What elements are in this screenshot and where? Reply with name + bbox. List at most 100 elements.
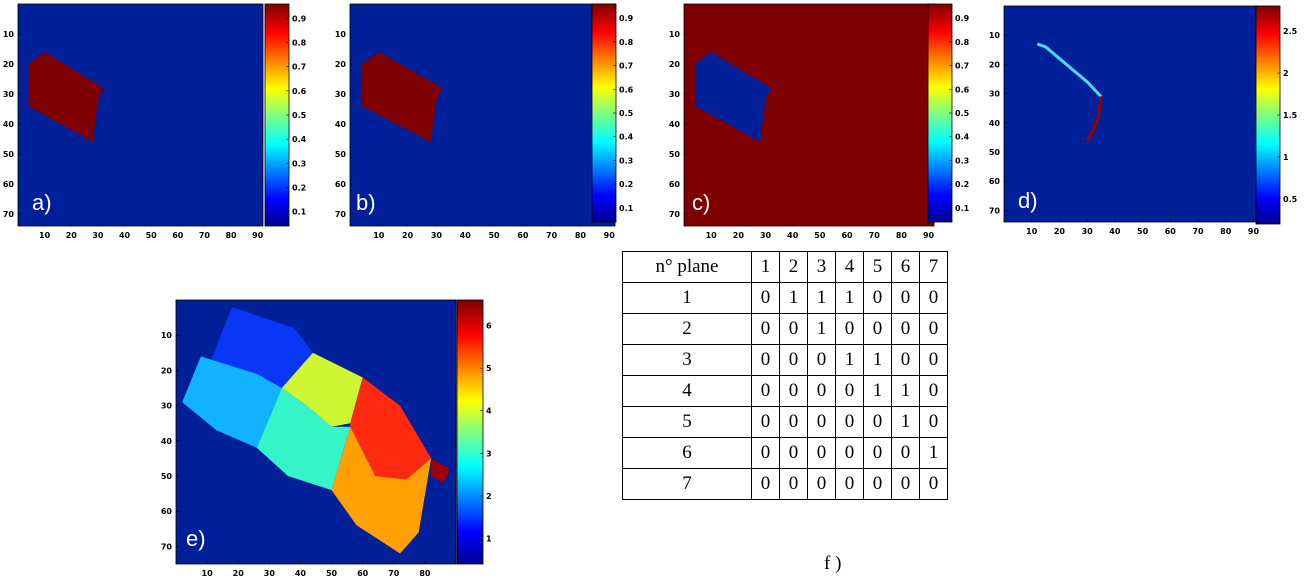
table-cell: 1 xyxy=(751,251,780,283)
table-cell: 0 xyxy=(779,437,808,469)
x-tick-label: 50 xyxy=(326,569,338,578)
plane-region-3 xyxy=(281,352,363,427)
row-label-cell: n° plane xyxy=(622,251,752,283)
y-tick-label: 50 xyxy=(989,148,1001,157)
colorbar-tick-label: 6 xyxy=(486,322,492,331)
colorbar xyxy=(591,3,617,223)
colorbar-tick-label: 0.1 xyxy=(292,208,307,217)
x-tick-label: 20 xyxy=(733,231,745,240)
colorbar-tick-label: 0.2 xyxy=(619,180,633,189)
table-cell: 0 xyxy=(779,344,808,376)
colorbar-tick-label: 0.1 xyxy=(955,204,970,213)
colorbar-tick-label: 0.3 xyxy=(619,156,633,165)
table-cell: 3 xyxy=(807,251,836,283)
panel-label-b: b) xyxy=(356,190,376,215)
x-tick-label: 90 xyxy=(923,231,935,240)
table-cell: 0 xyxy=(919,313,948,345)
adjacency-table-container: n° plane 1 2 3 4 5 6 7 1 0 1 1 1 0 0 0 2 0 0 1 0 0 0 0 3 0 0 0 1 1 0 0 4… xyxy=(622,251,948,500)
x-tick-label: 60 xyxy=(841,231,853,240)
plane-region-7 xyxy=(431,458,450,484)
table-cell: 0 xyxy=(779,375,808,407)
table-cell: 0 xyxy=(807,468,836,500)
y-tick-label: 70 xyxy=(161,542,173,551)
table-cell: 0 xyxy=(779,468,808,500)
table-cell: 0 xyxy=(919,375,948,407)
colorbar-tick-label: 0.8 xyxy=(619,38,634,47)
x-tick-label: 60 xyxy=(1165,227,1177,236)
x-tick-label: 10 xyxy=(706,231,718,240)
panel-d-figure: 10 20 30 40 50 60 70 10 20 30 40 50 60 70 80 90 2.5 2 1.5 1… xyxy=(989,5,1298,236)
segment-region-c xyxy=(694,52,771,142)
colorbar-tick-label: 0.1 xyxy=(619,204,634,213)
table-cell: 0 xyxy=(919,406,948,438)
table-cell: 6 xyxy=(891,251,920,283)
colorbar-tick-label: 0.9 xyxy=(955,14,970,23)
x-tick-label: 80 xyxy=(1220,227,1232,236)
colorbar xyxy=(1255,5,1281,225)
row-label-cell: 6 xyxy=(622,437,752,469)
colorbar-tick-label: 0.3 xyxy=(955,156,969,165)
x-tick-label: 40 xyxy=(787,231,799,240)
colorbar-tick-label: 0.5 xyxy=(619,109,634,118)
y-tick-label: 70 xyxy=(335,210,347,219)
y-tick-label: 40 xyxy=(3,120,15,129)
x-tick-label: 50 xyxy=(488,231,500,240)
table-cell: 0 xyxy=(863,313,892,345)
table-cell: 0 xyxy=(779,313,808,345)
y-tick-label: 10 xyxy=(3,30,15,39)
panel-c-figure: 10 20 30 40 50 60 70 10 20 30 40 50 60 70 80 90 0.9 0.8 0.… xyxy=(669,3,970,240)
y-tick-label: 30 xyxy=(335,90,347,99)
x-tick-label: 70 xyxy=(199,231,211,240)
table-cell: 0 xyxy=(891,437,920,469)
x-tick-label: 80 xyxy=(575,231,587,240)
x-tick-label: 30 xyxy=(1082,227,1094,236)
x-tick-label: 40 xyxy=(1109,227,1121,236)
panel-b: 10 20 30 40 50 60 70 10 20 30 40 50 60 70 80 90 0.9 0.8 0.… xyxy=(324,0,634,240)
table-cell: 1 xyxy=(919,437,948,469)
colorbar-tick-label: 0.3 xyxy=(292,159,306,168)
colorbar-tick-label: 0.5 xyxy=(1283,195,1298,204)
colorbar-tick-label: 1 xyxy=(1283,153,1289,162)
y-tick-label: 20 xyxy=(161,366,173,375)
y-tick-label: 60 xyxy=(989,177,1001,186)
table-cell: 0 xyxy=(891,282,920,314)
x-tick-label: 10 xyxy=(1026,227,1038,236)
table-cell: 0 xyxy=(807,406,836,438)
y-tick-label: 20 xyxy=(335,60,347,69)
colorbar-tick-label: 3 xyxy=(486,449,492,458)
y-tick-label: 40 xyxy=(335,120,347,129)
row-label-cell: 4 xyxy=(622,375,752,407)
table-cell: 0 xyxy=(863,406,892,438)
y-tick-label: 70 xyxy=(989,206,1001,215)
x-tick-label: 60 xyxy=(517,231,529,240)
table-cell: 0 xyxy=(751,313,780,345)
table-cell: 2 xyxy=(779,251,808,283)
x-tick-label: 70 xyxy=(1192,227,1204,236)
table-cell: 5 xyxy=(863,251,892,283)
y-tick-label: 20 xyxy=(989,60,1001,69)
y-tick-label: 50 xyxy=(669,150,681,159)
x-tick-label: 20 xyxy=(402,231,414,240)
table-cell: 0 xyxy=(891,313,920,345)
x-tick-label: 40 xyxy=(460,231,472,240)
segment-region-a xyxy=(28,52,104,142)
x-tick-label: 80 xyxy=(419,569,431,578)
table-cell: 0 xyxy=(891,344,920,376)
table-cell: 1 xyxy=(863,344,892,376)
row-label-cell: 1 xyxy=(622,282,752,314)
row-label-cell: 7 xyxy=(622,468,752,500)
x-tick-label: 70 xyxy=(388,569,400,578)
x-tick-label: 10 xyxy=(202,569,214,578)
colorbar-tick-label: 2.5 xyxy=(1283,27,1298,36)
panel-label-c: c) xyxy=(692,190,711,215)
y-tick-label: 10 xyxy=(669,30,681,39)
table-cell: 0 xyxy=(751,375,780,407)
table-cell: 1 xyxy=(779,282,808,314)
table-cell: 0 xyxy=(891,468,920,500)
table-cell: 1 xyxy=(807,313,836,345)
table-cell: 0 xyxy=(807,375,836,407)
table-cell: 1 xyxy=(891,406,920,438)
table-caption: f ) xyxy=(824,553,842,574)
